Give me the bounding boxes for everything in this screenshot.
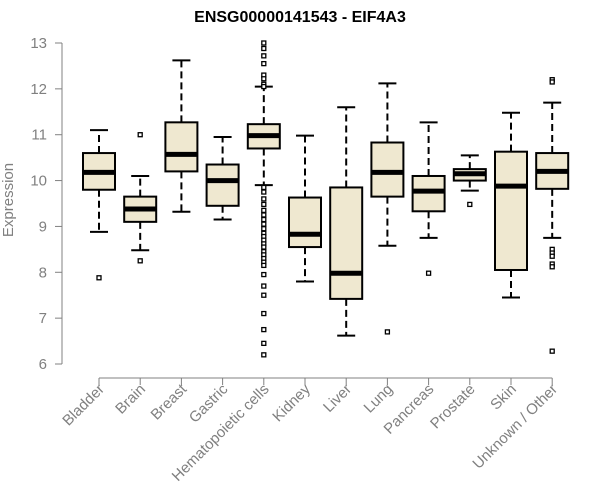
outlier-point: [261, 221, 267, 227]
y-tick-label: 10: [30, 173, 47, 190]
outlier-point: [261, 226, 267, 232]
outlier-point: [261, 271, 267, 278]
outlier-point: [261, 76, 267, 82]
y-tick-label: 9: [39, 218, 47, 235]
iqr-box: [329, 186, 364, 300]
outlier-point: [261, 83, 267, 90]
outlier-point: [261, 53, 267, 59]
y-axis: 6 7 8 9 10 11 12 13: [30, 35, 63, 373]
outlier-point: [261, 60, 267, 67]
box-lung: [370, 82, 405, 335]
outlier-point: [467, 201, 473, 208]
x-tick-label-kidney: Kidney: [269, 380, 314, 425]
box-prostate: [452, 154, 487, 208]
outlier-point: [261, 352, 267, 358]
outlier-point: [549, 348, 555, 354]
outlier-point: [261, 45, 267, 52]
x-tick-label-brain: Brain: [112, 381, 149, 418]
x-tick-label-liver: Liver: [320, 381, 355, 416]
box-unknown-other: [535, 77, 570, 354]
y-tick-label: 12: [30, 81, 47, 98]
box-pancreas: [411, 121, 446, 276]
outlier-point: [261, 201, 267, 208]
outlier-point: [261, 216, 267, 223]
outlier-point: [549, 264, 555, 270]
iqr-box: [370, 141, 405, 198]
box-hematopoietic-cells: [246, 40, 281, 358]
iqr-box: [205, 163, 240, 207]
outlier-point: [261, 340, 267, 347]
y-tick-label: 8: [39, 264, 47, 281]
outlier-point: [425, 270, 432, 276]
outlier-point: [261, 262, 267, 269]
outlier-point: [261, 207, 267, 214]
box-kidney: [288, 134, 322, 283]
outlier-point: [549, 79, 555, 85]
box-breast: [164, 59, 199, 213]
y-tick-label: 6: [39, 356, 47, 373]
x-tick-label-lung: Lung: [361, 381, 397, 417]
iqr-box: [411, 174, 446, 213]
y-tick-label: 7: [39, 310, 47, 327]
box-gastric: [205, 136, 240, 221]
outlier-point: [261, 196, 267, 202]
outlier-point: [261, 326, 267, 333]
outlier-point: [261, 310, 267, 317]
outlier-point: [549, 253, 555, 259]
boxes-group: [82, 40, 570, 358]
x-tick-label-prostate: Prostate: [427, 381, 479, 433]
x-tick-label-breast: Breast: [148, 380, 191, 423]
iqr-box: [164, 121, 199, 173]
y-tick-label: 13: [30, 35, 47, 52]
outlier-point: [261, 292, 267, 298]
outlier-point: [261, 184, 267, 191]
outlier-point: [261, 244, 267, 250]
x-tick-label-bladder: Bladder: [59, 381, 108, 430]
box-skin: [494, 111, 528, 299]
outlier-point: [137, 258, 143, 264]
outlier-point: [96, 275, 102, 281]
outlier-point: [261, 40, 267, 46]
outlier-point: [384, 329, 391, 335]
outlier-point: [261, 212, 267, 218]
y-axis-label: Expression: [0, 163, 17, 237]
outlier-point: [261, 283, 267, 289]
outlier-point: [137, 132, 143, 138]
box-brain: [123, 132, 158, 264]
chart-title: ENSG00000141543 - EIF4A3: [194, 9, 406, 26]
box-liver: [329, 106, 364, 337]
x-tick-label-skin: Skin: [487, 381, 520, 414]
iqr-box: [288, 196, 322, 249]
box-bladder: [82, 129, 116, 281]
y-tick-label: 11: [31, 127, 47, 144]
outlier-point: [261, 189, 267, 195]
iqr-box: [494, 150, 528, 271]
